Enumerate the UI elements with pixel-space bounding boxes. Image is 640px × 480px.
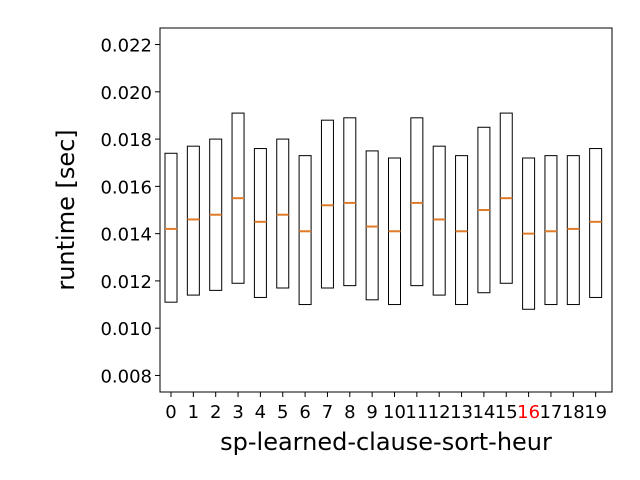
box-11 <box>410 117 424 287</box>
plot-frame <box>159 27 613 393</box>
x-tick-label: 13 <box>450 402 473 423</box>
x-tick-label: 0 <box>165 402 176 423</box>
boxes-layer <box>164 112 603 310</box>
box-5 <box>276 138 290 289</box>
x-tick-label: 9 <box>366 402 377 423</box>
x-axis-label: sp-learned-clause-sort-heur <box>220 428 552 456</box>
y-tick-label: 0.022 <box>100 36 152 57</box>
x-tick-label: 12 <box>428 402 451 423</box>
x-tick-label: 3 <box>232 402 243 423</box>
y-tick-label: 0.012 <box>100 272 152 293</box>
y-axis-ticks: 0.008 0.010 0.012 0.014 0.016 0.018 0.020 0.022 <box>100 36 160 387</box>
box-17 <box>544 155 558 306</box>
x-tick-label: 14 <box>472 402 495 423</box>
box-9 <box>365 150 379 301</box>
box-1 <box>186 145 200 296</box>
box-4 <box>253 148 267 298</box>
x-tick-label-highlighted: 16 <box>517 402 540 423</box>
box-13 <box>455 155 469 306</box>
y-tick-label: 0.016 <box>100 177 152 198</box>
box-0 <box>164 152 178 303</box>
y-tick-label: 0.020 <box>100 83 152 104</box>
x-axis-ticks: 0 1 2 3 4 5 6 7 8 9 10 11 12 13 14 15 16 17 18 19 <box>165 392 607 423</box>
x-tick-label: 17 <box>539 402 562 423</box>
box-12 <box>432 145 446 296</box>
box-7 <box>320 119 334 289</box>
y-tick-label: 0.010 <box>100 319 152 340</box>
x-tick-label: 18 <box>562 402 585 423</box>
x-tick-label: 10 <box>383 402 406 423</box>
x-tick-label: 5 <box>277 402 288 423</box>
y-tick-label: 0.014 <box>100 225 152 246</box>
box-8 <box>343 117 357 287</box>
y-tick-label: 0.018 <box>100 130 152 151</box>
x-tick-label: 6 <box>299 402 310 423</box>
x-tick-label: 19 <box>584 402 607 423</box>
x-tick-label: 11 <box>405 402 428 423</box>
box-6 <box>298 155 312 306</box>
x-tick-label: 2 <box>210 402 221 423</box>
x-tick-label: 4 <box>255 402 266 423</box>
box-19 <box>589 148 603 298</box>
box-18 <box>566 155 580 306</box>
x-tick-label: 8 <box>344 402 355 423</box>
x-tick-label: 15 <box>495 402 518 423</box>
x-tick-label: 1 <box>188 402 199 423</box>
x-tick-label: 7 <box>322 402 333 423</box>
y-axis-label: runtime [sec] <box>52 129 80 290</box>
y-tick-label: 0.008 <box>100 366 152 387</box>
